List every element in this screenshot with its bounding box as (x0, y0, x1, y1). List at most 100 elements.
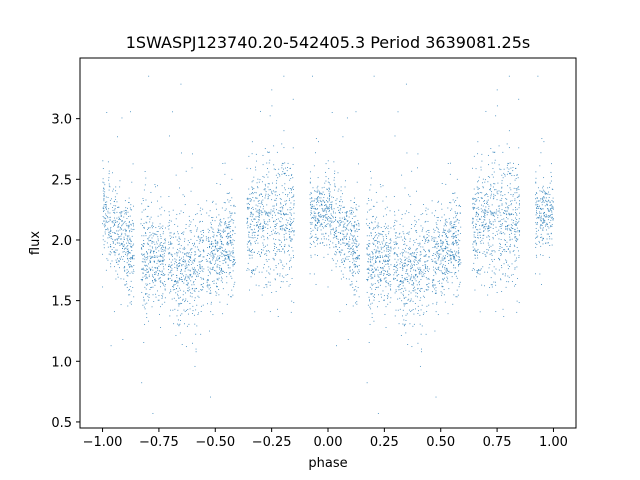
data-point (277, 177, 279, 179)
data-point (386, 250, 388, 252)
data-point (477, 206, 479, 208)
data-point (226, 243, 227, 245)
data-point (191, 167, 193, 169)
data-point (229, 272, 231, 274)
data-point (551, 205, 553, 207)
data-point (105, 221, 107, 223)
data-point (196, 229, 198, 231)
data-point (513, 250, 515, 251)
data-point (119, 236, 121, 238)
data-point (405, 271, 407, 272)
data-point (318, 197, 320, 199)
data-point (183, 261, 185, 263)
data-point (414, 274, 416, 275)
data-point (433, 236, 435, 238)
data-point (547, 226, 549, 228)
data-point (219, 222, 221, 224)
data-point (254, 231, 256, 233)
data-point (285, 224, 287, 226)
data-point (251, 207, 252, 209)
data-point (399, 289, 401, 290)
data-point (153, 241, 155, 243)
data-point (370, 270, 372, 272)
data-point (315, 152, 316, 154)
data-point (396, 279, 398, 281)
data-point (414, 257, 416, 259)
data-point (498, 238, 500, 240)
data-point (428, 235, 430, 237)
data-point (379, 233, 381, 235)
data-point (379, 279, 381, 280)
data-point (280, 214, 282, 216)
data-point (541, 225, 543, 227)
data-point (329, 210, 330, 211)
data-point (453, 264, 455, 266)
data-point (114, 239, 116, 241)
data-point (198, 261, 200, 263)
data-point (486, 203, 488, 204)
data-point (195, 225, 196, 227)
data-point (329, 217, 330, 219)
data-point (108, 173, 110, 175)
data-point (500, 253, 502, 254)
data-point (551, 206, 553, 208)
data-point (514, 192, 516, 194)
data-point (293, 231, 295, 233)
data-point (252, 273, 254, 275)
data-point (141, 382, 143, 384)
data-point (160, 306, 161, 308)
data-point (103, 208, 105, 210)
data-point (246, 243, 248, 245)
data-point (440, 240, 442, 242)
data-point (436, 242, 438, 244)
data-point (312, 217, 314, 219)
data-point (114, 209, 116, 211)
data-point (282, 281, 284, 283)
data-point (221, 221, 223, 223)
data-point (442, 266, 444, 268)
data-point (316, 223, 318, 224)
data-point (490, 195, 492, 197)
data-point (265, 245, 266, 247)
data-point (484, 212, 486, 214)
data-point (454, 254, 456, 256)
data-point (184, 204, 186, 206)
data-point (293, 218, 295, 220)
data-point (133, 228, 135, 230)
data-point (114, 223, 115, 225)
data-point (110, 266, 112, 268)
data-point (358, 163, 359, 165)
data-point (455, 241, 457, 243)
data-point (132, 257, 133, 258)
data-point (200, 311, 202, 312)
data-point (334, 212, 336, 214)
data-point (477, 248, 479, 250)
data-point (200, 284, 202, 286)
data-point (132, 255, 134, 257)
data-point (328, 207, 330, 209)
data-point (413, 260, 415, 262)
data-point (437, 236, 439, 237)
data-point (355, 223, 357, 225)
data-point (348, 246, 350, 248)
data-point (436, 217, 438, 218)
data-point (207, 284, 209, 286)
data-point (208, 238, 210, 240)
data-point (431, 239, 433, 241)
data-point (228, 259, 230, 261)
data-point (190, 248, 192, 250)
data-point (193, 272, 195, 274)
data-point (496, 190, 498, 192)
data-point (342, 249, 344, 251)
data-point (483, 227, 485, 229)
data-point (366, 382, 368, 384)
data-point (437, 231, 439, 233)
data-point (189, 295, 191, 297)
data-point (276, 251, 278, 253)
data-point (501, 251, 503, 253)
data-point (325, 180, 327, 182)
data-point (288, 285, 290, 287)
data-point (448, 260, 449, 261)
data-point (192, 305, 194, 307)
data-point (211, 247, 212, 249)
